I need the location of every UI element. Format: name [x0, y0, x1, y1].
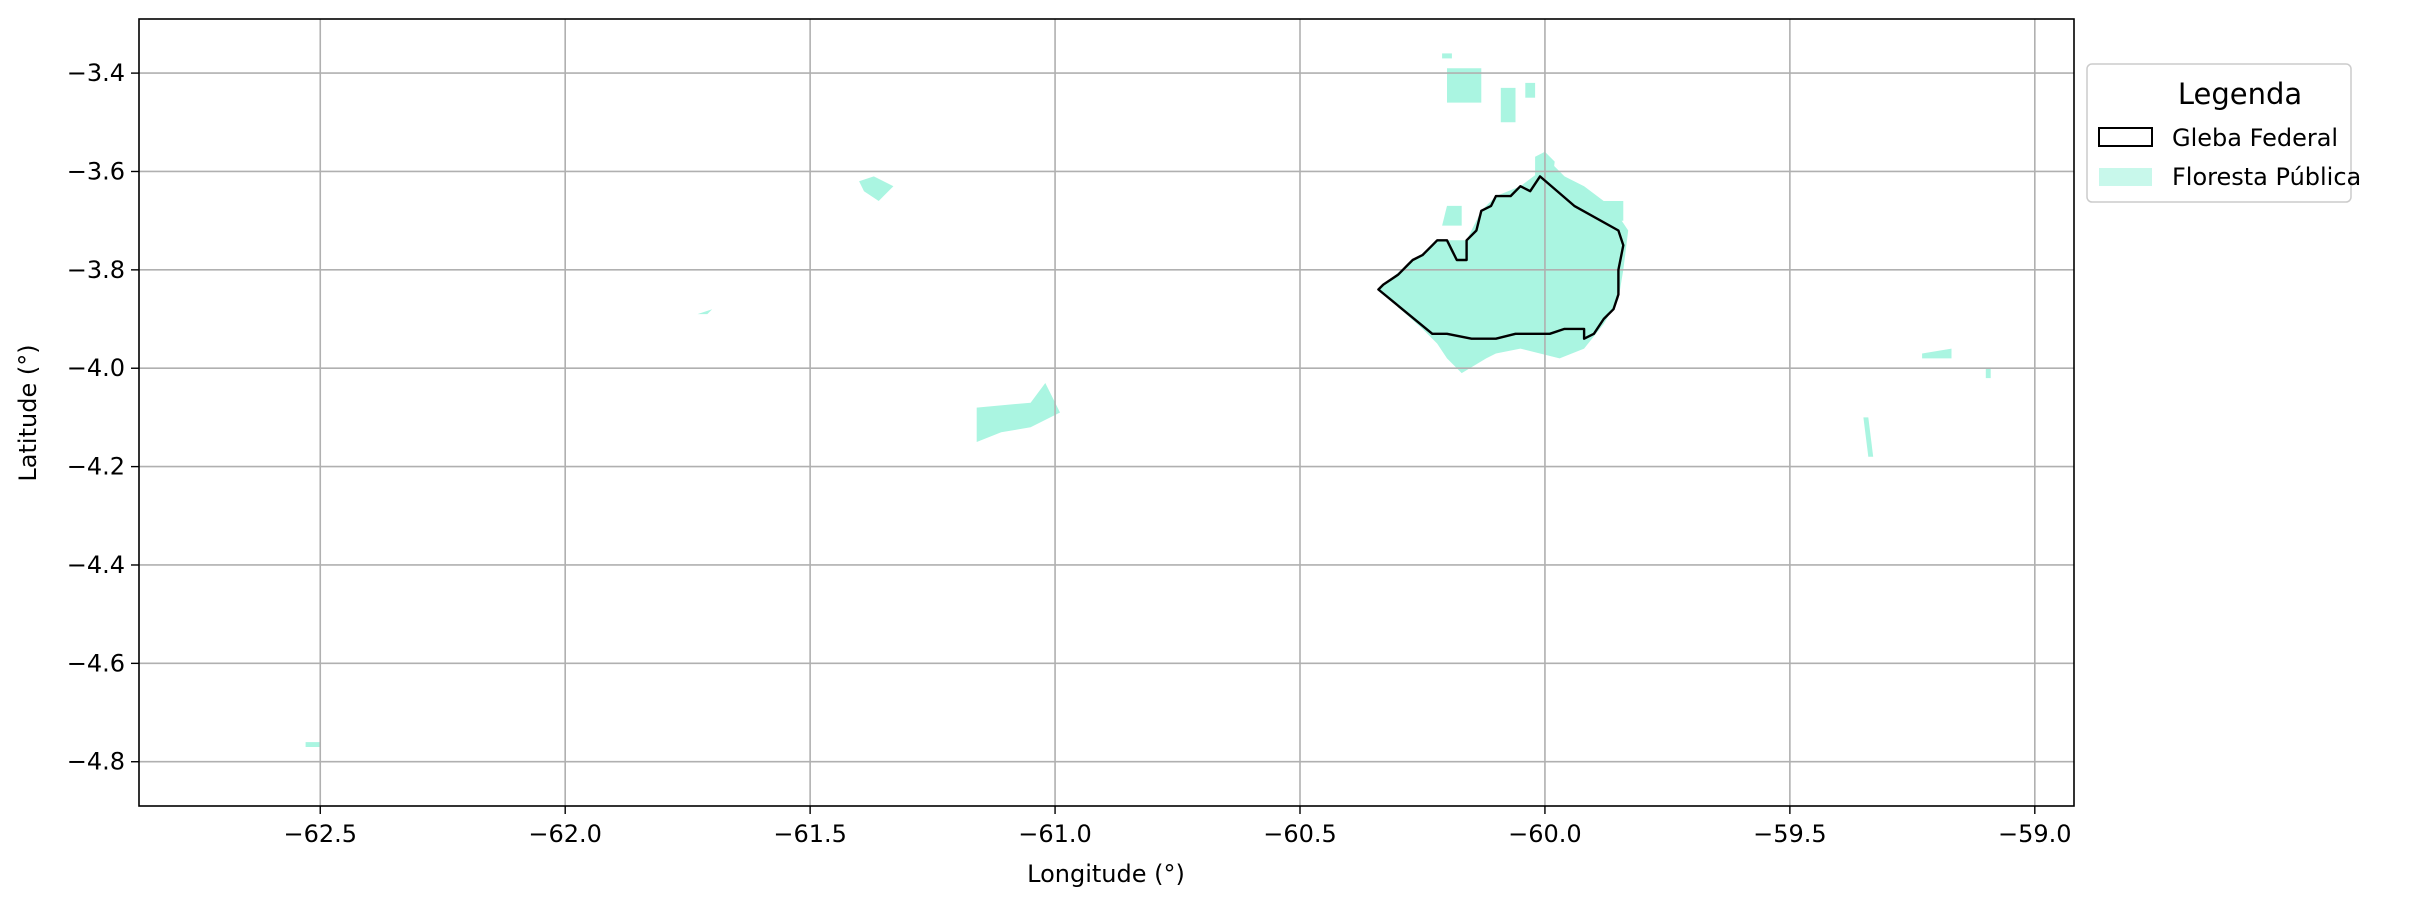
legend-title: Legenda	[2178, 77, 2302, 111]
gleba-federal-layer	[1377, 175, 1625, 340]
y-tick-label: −4.6	[67, 649, 125, 677]
floresta-publica-polygon	[1378, 161, 1629, 374]
y-tick-label: −4.2	[67, 453, 125, 481]
legend-label-floresta-publica: Floresta Pública	[2172, 163, 2361, 191]
legend-swatch-floresta-publica	[2099, 168, 2152, 186]
y-tick-label: −3.6	[67, 157, 125, 185]
x-tick-label: −61.5	[773, 820, 847, 848]
floresta-publica-polygon	[1442, 205, 1462, 226]
x-tick-label: −60.5	[1263, 820, 1337, 848]
y-tick-label: −4.0	[67, 354, 125, 382]
y-tick-label: −3.4	[67, 59, 125, 87]
x-tick-label: −59.5	[1753, 820, 1827, 848]
x-tick-label: −62.5	[283, 820, 357, 848]
legend-label-gleba-federal: Gleba Federal	[2172, 124, 2338, 152]
y-axis-ticks: −3.4 −3.6 −3.8 −4.0 −4.2 −4.4 −4.6 −4.8	[67, 59, 139, 776]
x-axis-ticks: −62.5 −62.0 −61.5 −61.0 −60.5 −60.0 −59.5 −59.0	[283, 806, 2072, 848]
floresta-publica-polygon	[305, 742, 321, 747]
legend: Legenda Gleba Federal Floresta Pública	[2086, 63, 2361, 203]
x-tick-label: −59.0	[1998, 820, 2072, 848]
floresta-publica-polygon	[1500, 87, 1516, 123]
floresta-publica-polygon	[697, 309, 713, 315]
y-tick-label: −4.8	[67, 748, 125, 776]
plot-frame	[138, 18, 2075, 807]
y-tick-label: −3.8	[67, 256, 125, 284]
floresta-publica-polygon	[976, 383, 1060, 442]
floresta-publica-polygon	[1442, 53, 1452, 59]
floresta-publica-polygon	[859, 176, 894, 201]
gleba-federal-boundary	[1377, 175, 1625, 340]
x-axis-label: Longitude (°)	[1027, 860, 1185, 888]
legend-frame	[2086, 63, 2352, 203]
x-tick-label: −60.0	[1508, 820, 1582, 848]
floresta-publica-polygon	[1491, 151, 1555, 236]
floresta-publica-polygon	[1922, 348, 1952, 359]
x-tick-label: −62.0	[528, 820, 602, 848]
floresta-publica-polygon	[1525, 82, 1536, 98]
floresta-publica-polygon	[1985, 368, 1991, 379]
floresta-publica-layer	[305, 53, 1991, 747]
floresta-publica-polygon	[1593, 201, 1624, 221]
floresta-publica-polygon	[1447, 68, 1482, 103]
floresta-publica-polygon	[1863, 417, 1874, 457]
legend-swatch-gleba-federal	[2098, 127, 2153, 147]
y-axis-label: Latitude (°)	[14, 344, 42, 481]
x-tick-label: −61.0	[1018, 820, 1092, 848]
y-tick-label: −4.4	[67, 551, 125, 579]
grid-lines	[139, 19, 2074, 806]
